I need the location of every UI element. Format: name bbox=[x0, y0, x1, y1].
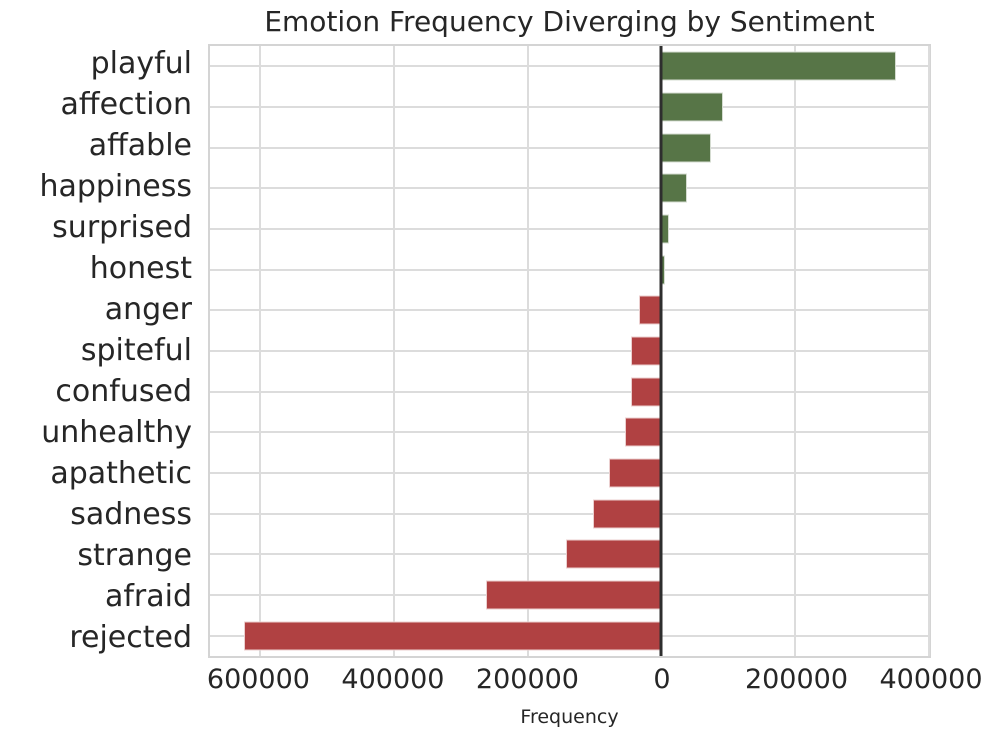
bar-row-strange bbox=[210, 534, 929, 575]
x-tick-label: 0 bbox=[653, 664, 671, 695]
bar-confused bbox=[631, 377, 662, 407]
x-tick-label: 400000 bbox=[341, 664, 445, 695]
bar-sadness bbox=[592, 499, 662, 529]
y-tick-label-strange: strange bbox=[77, 537, 192, 573]
bar-affection bbox=[661, 92, 723, 122]
chart-title: Emotion Frequency Diverging by Sentiment bbox=[264, 5, 875, 38]
horizontal-gridline bbox=[210, 106, 929, 108]
bar-row-rejected bbox=[210, 615, 929, 656]
bar-row-affection bbox=[210, 87, 929, 128]
bar-playful bbox=[661, 51, 897, 81]
horizontal-gridline bbox=[210, 390, 929, 393]
y-tick-label-happiness: happiness bbox=[39, 169, 192, 205]
bar-apathetic bbox=[609, 458, 662, 488]
x-tick-label: 200000 bbox=[475, 664, 579, 695]
bar-unhealthy bbox=[624, 417, 662, 447]
horizontal-gridline bbox=[210, 350, 929, 353]
y-tick-label-anger: anger bbox=[104, 292, 192, 328]
y-tick-label-rejected: rejected bbox=[69, 619, 192, 655]
y-tick-label-affection: affection bbox=[60, 87, 192, 123]
plot-area bbox=[208, 44, 931, 658]
bar-row-happiness bbox=[210, 168, 929, 209]
x-axis-label: Frequency bbox=[520, 706, 619, 728]
bars-layer bbox=[210, 46, 929, 656]
horizontal-gridline bbox=[210, 512, 929, 515]
bar-row-afraid bbox=[210, 575, 929, 616]
bar-anger bbox=[638, 295, 662, 325]
horizontal-gridline bbox=[210, 268, 929, 271]
y-tick-label-afraid: afraid bbox=[104, 578, 192, 614]
y-tick-label-spiteful: spiteful bbox=[80, 333, 192, 369]
zero-axis-line bbox=[659, 46, 663, 656]
y-axis-labels: playful affection affable happiness surprise… bbox=[0, 44, 192, 658]
horizontal-gridline bbox=[210, 472, 929, 475]
y-tick-label-sadness: sadness bbox=[70, 496, 192, 532]
bar-row-anger bbox=[210, 290, 929, 331]
horizontal-gridline bbox=[210, 187, 929, 190]
x-tick-label: 200000 bbox=[744, 664, 849, 695]
y-tick-label-playful: playful bbox=[90, 46, 192, 82]
bar-row-honest bbox=[210, 249, 929, 290]
y-tick-label-unhealthy: unhealthy bbox=[41, 414, 192, 450]
horizontal-gridline bbox=[210, 228, 929, 231]
vertical-gridline bbox=[928, 46, 930, 656]
y-tick-label-surprised: surprised bbox=[52, 210, 192, 246]
horizontal-gridline bbox=[210, 431, 929, 434]
bar-row-playful bbox=[210, 46, 929, 87]
bar-row-affable bbox=[210, 127, 929, 168]
bar-row-sadness bbox=[210, 493, 929, 534]
y-tick-label-apathetic: apathetic bbox=[50, 455, 192, 491]
horizontal-gridline bbox=[210, 65, 929, 68]
x-axis-ticks: 600000 400000 200000 0 200000 400000 bbox=[206, 662, 983, 698]
horizontal-gridline bbox=[210, 309, 929, 312]
x-tick-label: 600000 bbox=[206, 664, 310, 695]
y-tick-label-confused: confused bbox=[55, 373, 192, 409]
bar-afraid bbox=[485, 580, 662, 610]
y-tick-label-affable: affable bbox=[88, 128, 192, 164]
bar-row-unhealthy bbox=[210, 412, 929, 453]
bar-row-surprised bbox=[210, 209, 929, 250]
x-tick-label: 400000 bbox=[879, 664, 983, 695]
bar-happiness bbox=[661, 173, 687, 203]
bar-row-apathetic bbox=[210, 453, 929, 494]
bar-rejected bbox=[244, 621, 662, 651]
horizontal-gridline bbox=[210, 146, 929, 149]
bar-spiteful bbox=[630, 336, 662, 366]
y-tick-label-honest: honest bbox=[89, 251, 192, 287]
bar-strange bbox=[565, 539, 662, 569]
bar-affable bbox=[661, 133, 711, 163]
bar-row-spiteful bbox=[210, 331, 929, 372]
bar-row-confused bbox=[210, 371, 929, 412]
